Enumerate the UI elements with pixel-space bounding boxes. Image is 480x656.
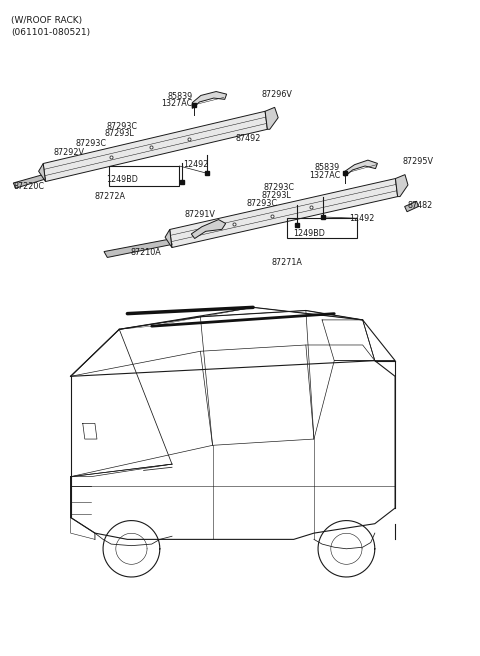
Text: 87293C: 87293C (246, 199, 277, 209)
Polygon shape (13, 174, 45, 188)
Polygon shape (265, 108, 278, 129)
Text: 1327AC: 1327AC (161, 100, 192, 108)
Text: 12492: 12492 (183, 160, 208, 169)
Polygon shape (165, 230, 172, 247)
Text: 87220C: 87220C (13, 182, 44, 191)
Text: (061101-080521): (061101-080521) (11, 28, 90, 37)
Text: 85839: 85839 (315, 163, 340, 173)
Polygon shape (38, 163, 46, 182)
Text: 87291V: 87291V (184, 211, 215, 220)
Polygon shape (192, 92, 227, 108)
Polygon shape (396, 174, 408, 197)
Polygon shape (170, 178, 397, 247)
Text: 87293C: 87293C (264, 183, 295, 192)
Polygon shape (345, 160, 377, 176)
Bar (287, 218, 358, 238)
Polygon shape (192, 220, 226, 239)
Polygon shape (43, 112, 267, 182)
Text: 87293L: 87293L (262, 191, 291, 200)
Text: 87293C: 87293C (107, 122, 137, 131)
Text: 87492: 87492 (235, 134, 261, 143)
Text: 12492: 12492 (349, 214, 374, 223)
Text: 1249BD: 1249BD (107, 175, 138, 184)
Text: 85839: 85839 (167, 92, 192, 101)
Text: (W/ROOF RACK): (W/ROOF RACK) (11, 16, 82, 25)
Text: 87293L: 87293L (104, 129, 134, 138)
Text: 87292V: 87292V (54, 148, 85, 157)
Bar (109, 166, 180, 186)
Polygon shape (405, 201, 419, 212)
Text: 1327AC: 1327AC (309, 171, 340, 180)
Polygon shape (104, 239, 172, 257)
Text: 87271A: 87271A (271, 258, 302, 267)
Text: 87482: 87482 (407, 201, 432, 210)
Text: 87210A: 87210A (130, 249, 161, 257)
Text: 87293C: 87293C (75, 139, 107, 148)
Text: 87296V: 87296V (262, 90, 292, 98)
Text: 87272A: 87272A (95, 192, 125, 201)
Text: 87295V: 87295V (402, 157, 433, 166)
Text: 1249BD: 1249BD (293, 229, 325, 237)
